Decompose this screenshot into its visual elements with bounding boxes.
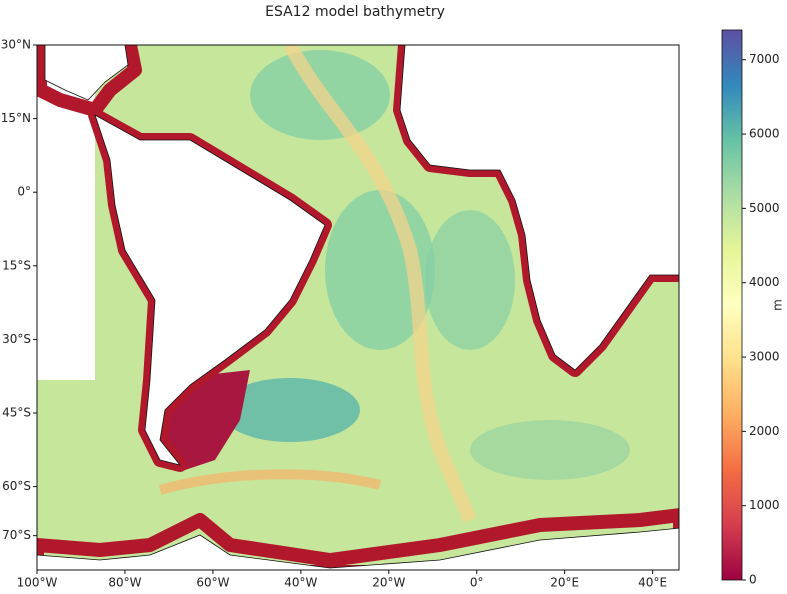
colorbar-tick-label: 6000 [749, 127, 780, 141]
x-tick-label: 100°W [17, 576, 58, 590]
colorbar-tick-label: 1000 [749, 498, 780, 512]
colorbar-tick-label: 4000 [749, 275, 780, 289]
y-tick-label: 30°S [2, 332, 31, 346]
x-tick-label: 60°W [196, 576, 229, 590]
y-tick-label: 30°N [1, 38, 31, 52]
map-title: ESA12 model bathymetry [265, 4, 445, 20]
colorbar-tick-label: 3000 [749, 350, 780, 364]
x-tick-label: 20°W [372, 576, 405, 590]
x-tick-label: 40°W [284, 576, 317, 590]
colorbar-tick-label: 2000 [749, 424, 780, 438]
y-tick-label: 70°S [2, 528, 31, 542]
map-frame [36, 44, 680, 571]
colorbar-tick-label: 5000 [749, 201, 780, 215]
y-tick-label: 60°S [2, 479, 31, 493]
y-tick-label: 0° [17, 185, 31, 199]
x-tick-label: 20°E [550, 576, 579, 590]
y-tick-label: 15°N [1, 111, 31, 125]
x-tick-label: 80°W [108, 576, 141, 590]
colorbar-label: m [771, 299, 785, 311]
colorbar-tick-label: 0 [749, 573, 757, 587]
x-tick-label: 40°E [638, 576, 667, 590]
colorbar-tick-label: 7000 [749, 52, 780, 66]
bathymetry [37, 45, 679, 570]
x-tick-label: 0° [470, 576, 484, 590]
y-tick-label: 45°S [2, 405, 31, 419]
colorbar [721, 29, 743, 581]
y-tick-label: 15°S [2, 258, 31, 272]
